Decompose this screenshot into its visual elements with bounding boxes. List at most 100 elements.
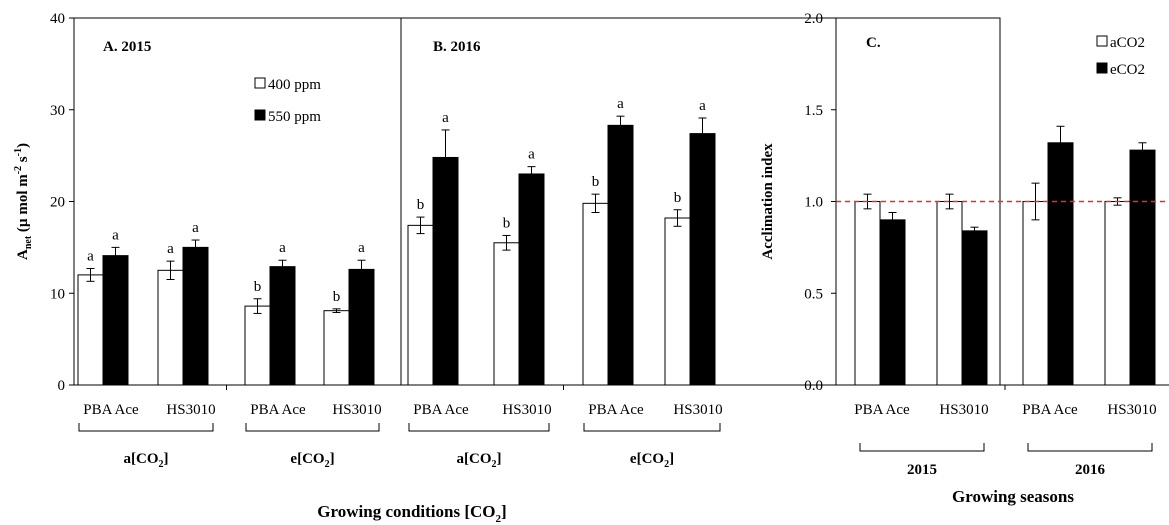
group-label: e[CO2] (630, 451, 674, 470)
text-part: 2 (325, 459, 330, 470)
y-tick-label: 40 (50, 11, 65, 27)
bar-550ppm (432, 156, 459, 386)
legend-label: eCO2 (1110, 62, 1145, 78)
x-tick-label: PBA Ace (1022, 402, 1078, 418)
bar-eco2 (1047, 142, 1074, 386)
significance-letter: b (254, 279, 262, 295)
bar-aco2 (854, 201, 881, 386)
x-axis-label: Growing seasons (952, 487, 1074, 506)
x-tick-label: PBA Ace (588, 402, 644, 418)
bar-400ppm (323, 310, 350, 386)
y-tick-label: 1.0 (804, 195, 823, 211)
bar-aco2 (936, 201, 963, 386)
text-part: a[CO (124, 451, 159, 467)
significance-letter: a (279, 240, 286, 256)
bar-550ppm (182, 246, 209, 386)
bar-550ppm (269, 266, 296, 386)
x-tick-label: HS3010 (939, 402, 988, 418)
x-tick-label: HS3010 (332, 402, 381, 418)
x-tick-label: HS3010 (1107, 402, 1156, 418)
y-tick-label: 0.5 (804, 286, 823, 302)
x-tick-label: PBA Ace (83, 402, 139, 418)
text-part: ] (669, 451, 674, 467)
group-label: a[CO2] (124, 451, 169, 470)
legend-swatch (254, 109, 266, 121)
panel-title: B. 2016 (433, 39, 481, 55)
legend-label: aCO2 (1110, 35, 1145, 51)
text-part: Growing conditions [CO (317, 502, 495, 521)
text-part: 2 (159, 459, 164, 470)
significance-letter: a (167, 241, 174, 257)
y-tick-label: 1.5 (804, 103, 823, 119)
group-label: a[CO2] (457, 451, 502, 470)
bar-400ppm (244, 305, 271, 386)
significance-letter: b (592, 174, 600, 190)
right-chart: 0.0 0.5 1.0 1.5 2.0 Acclimation index C. PBA Ac… (760, 11, 1169, 506)
significance-letter: b (417, 197, 425, 213)
group-bracket (245, 423, 380, 432)
group-bracket (859, 443, 985, 452)
bar-eco2 (961, 230, 988, 386)
group-label: 2015 (907, 462, 937, 478)
bar-400ppm (407, 224, 434, 386)
x-tick-label: PBA Ace (413, 402, 469, 418)
significance-letter: a (617, 96, 624, 112)
text-part: ] (164, 451, 169, 467)
legend-swatch (1096, 35, 1108, 47)
bar-400ppm (157, 269, 184, 386)
legend-swatch (254, 77, 266, 89)
text-part: s (15, 156, 31, 166)
text-part: -2 (13, 166, 24, 174)
x-tick-label: HS3010 (166, 402, 215, 418)
text-part: net (23, 235, 34, 249)
text-part: 2 (492, 459, 497, 470)
bar-400ppm (664, 217, 691, 386)
bar-400ppm (77, 274, 104, 386)
legend-swatch (1096, 62, 1108, 74)
x-axis-label: Growing conditions [CO2] (317, 502, 506, 525)
bar-550ppm (689, 133, 716, 386)
significance-letter: a (192, 220, 199, 236)
group-bracket (583, 423, 721, 432)
text-part: a[CO (457, 451, 492, 467)
y-axis-label: Acclimation index (760, 143, 776, 260)
text-part: ] (501, 502, 507, 521)
y-tick-label: 2.0 (804, 11, 823, 27)
y-tick-label: 0.0 (804, 378, 823, 394)
bar-550ppm (518, 173, 545, 386)
x-tick-label: PBA Ace (854, 402, 910, 418)
significance-letter: a (358, 240, 365, 256)
bar-400ppm (582, 202, 609, 386)
group-bracket (1027, 443, 1153, 452)
bar-eco2 (879, 219, 906, 386)
group-bracket (78, 423, 214, 432)
bar-aco2 (1104, 201, 1131, 386)
bar-550ppm (102, 255, 129, 386)
text-part: ] (330, 451, 335, 467)
y-tick-label: 20 (50, 195, 65, 211)
significance-letter: a (442, 110, 449, 126)
significance-letter: b (333, 289, 341, 305)
group-label: 2016 (1075, 462, 1106, 478)
text-part: (µ mol m (15, 174, 31, 236)
panel-title: A. 2015 (103, 39, 151, 55)
significance-letter: b (674, 190, 682, 206)
legend-label: 400 ppm (268, 77, 321, 93)
group-bracket (408, 423, 550, 432)
bar-550ppm (607, 124, 634, 386)
y-tick-label: 10 (50, 286, 65, 302)
bar-aco2 (1022, 201, 1049, 386)
panel-title: C. (866, 35, 881, 51)
bar-eco2 (1129, 149, 1156, 386)
x-tick-label: HS3010 (502, 402, 551, 418)
bar-550ppm (348, 268, 375, 386)
significance-letter: b (503, 215, 511, 231)
significance-letter: a (87, 248, 94, 264)
significance-letter: a (699, 98, 706, 114)
left-chart: 0 10 20 30 40 Anet (µ mol m-2 s-1) A. 2015 PBA … (13, 11, 1001, 525)
group-label: e[CO2] (290, 451, 334, 470)
y-tick-label: 30 (50, 103, 65, 119)
bar-400ppm (493, 242, 520, 386)
text-part: ] (497, 451, 502, 467)
